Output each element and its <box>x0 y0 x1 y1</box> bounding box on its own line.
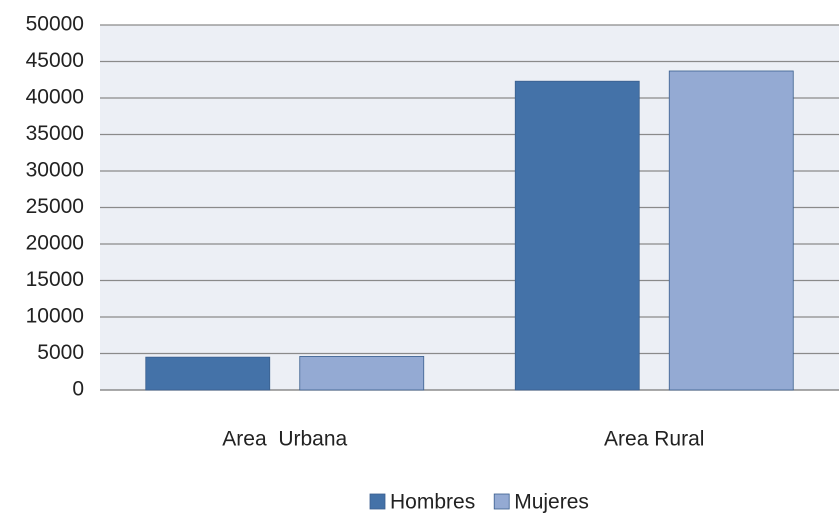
bar <box>299 356 425 391</box>
y-tick-label: 25000 <box>26 195 84 218</box>
y-tick-label: 5000 <box>37 341 84 364</box>
bar <box>514 80 640 391</box>
y-tick-label: 30000 <box>26 159 84 182</box>
y-tick-label: 15000 <box>26 268 84 291</box>
legend-swatch <box>493 493 510 510</box>
y-tick-label: 40000 <box>26 86 84 109</box>
bar <box>145 356 271 391</box>
y-tick-label: 0 <box>72 378 84 401</box>
legend-label: Hombres <box>390 491 475 514</box>
legend-label: Mujeres <box>514 491 589 514</box>
y-tick-label: 35000 <box>26 122 84 145</box>
y-tick-label: 45000 <box>26 49 84 72</box>
x-tick-label: Area Urbana <box>222 428 347 451</box>
y-tick-label: 10000 <box>26 305 84 328</box>
legend-swatch <box>369 493 386 510</box>
y-tick-label: 50000 <box>26 13 84 36</box>
bar <box>668 70 794 391</box>
x-tick-label: Area Rural <box>604 428 704 451</box>
y-tick-label: 20000 <box>26 232 84 255</box>
